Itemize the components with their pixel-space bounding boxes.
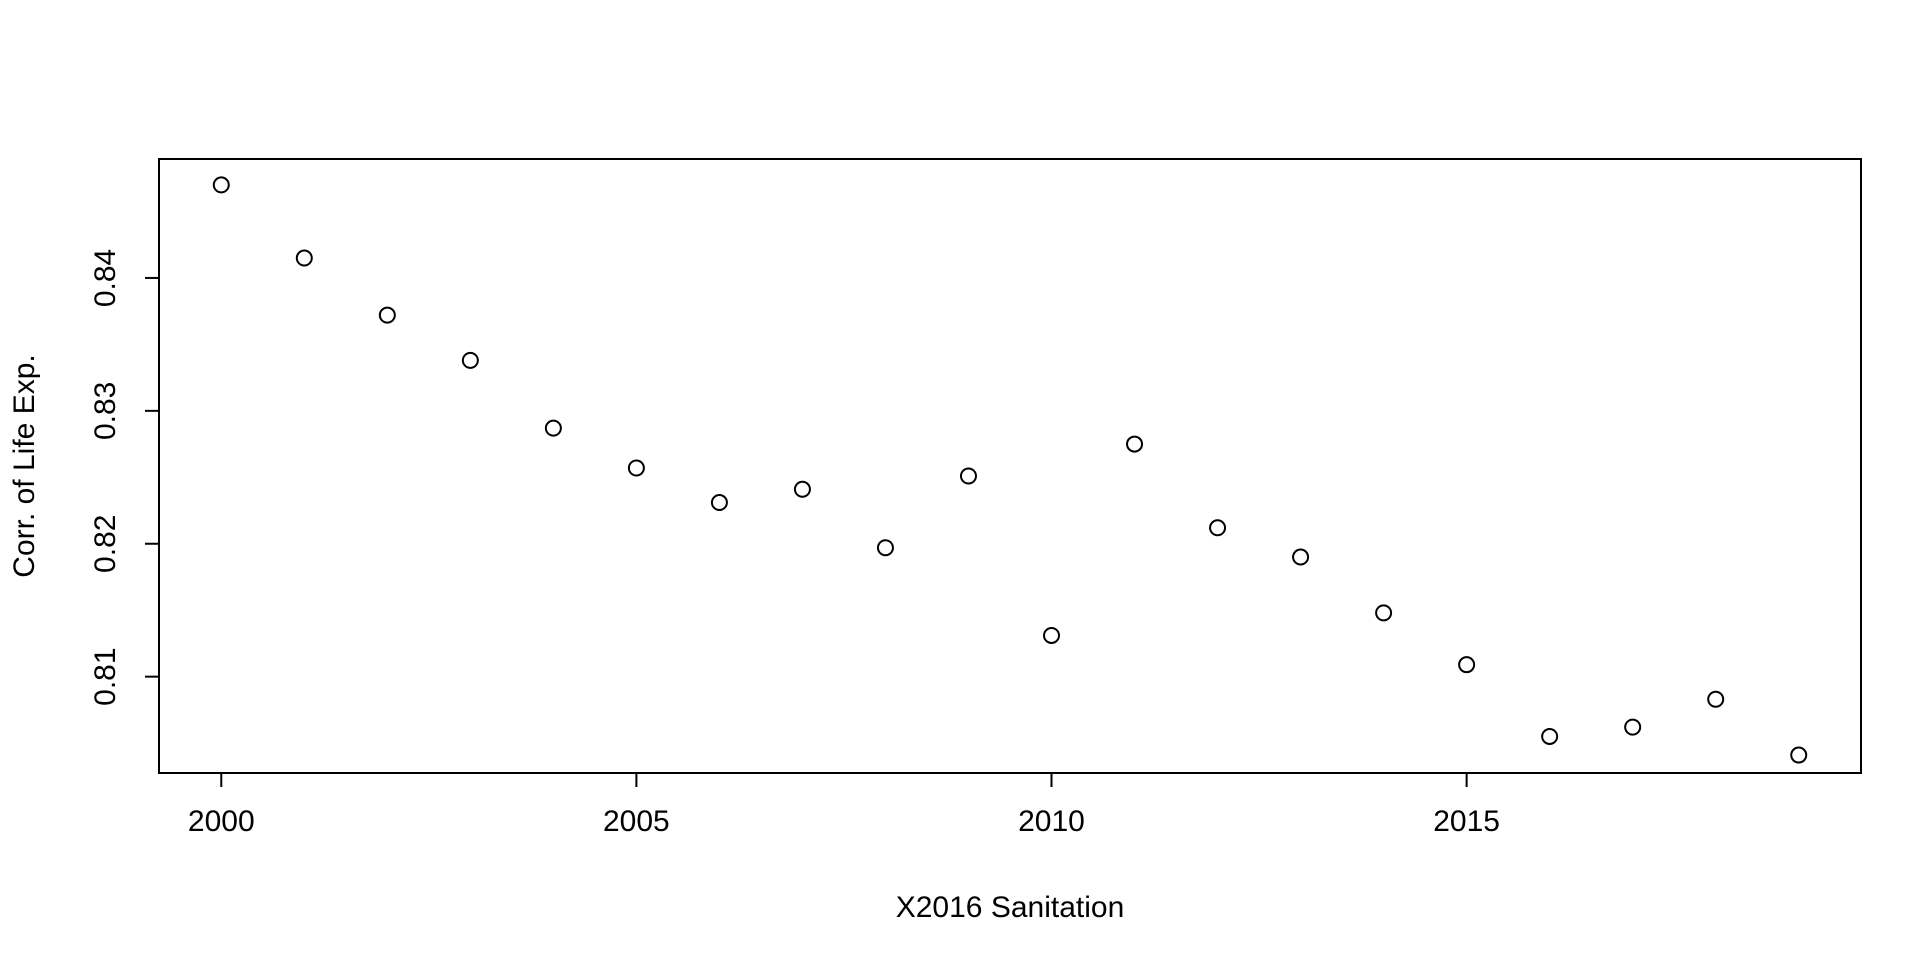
data-point: [378, 306, 396, 324]
data-point: [1624, 718, 1642, 736]
y-tick-label: 0.81: [89, 647, 122, 705]
data-point: [1209, 519, 1227, 537]
data-point: [544, 419, 562, 437]
data-point: [1458, 656, 1476, 674]
x-tick-label: 2015: [1433, 805, 1500, 838]
x-tick-label: 2010: [1018, 805, 1085, 838]
data-point: [627, 459, 645, 477]
data-point: [876, 539, 894, 557]
data-point: [1126, 435, 1144, 453]
data-point: [1707, 690, 1725, 708]
x-axis: 2000 2005 2010 2015: [188, 773, 1500, 838]
data-point: [1292, 548, 1310, 566]
x-tick-label: 2005: [603, 805, 670, 838]
data-point: [461, 351, 479, 369]
data-point: [212, 176, 230, 194]
x-tick-label: 2000: [188, 805, 255, 838]
y-tick-label: 0.82: [89, 515, 122, 573]
x-axis-label: X2016 Sanitation: [896, 891, 1125, 924]
data-point: [1375, 604, 1393, 622]
y-tick-label: 0.84: [89, 249, 122, 307]
data-point: [1790, 746, 1808, 764]
y-tick-label: 0.83: [89, 382, 122, 440]
data-point: [959, 467, 977, 485]
data-point: [1043, 626, 1061, 644]
data-point: [793, 480, 811, 498]
plot-frame: [158, 158, 1862, 774]
y-axis-label: Corr. of Life Exp.: [8, 354, 41, 577]
data-points: [212, 176, 1808, 764]
y-axis: 0.81 0.82 0.83 0.84: [89, 249, 159, 706]
data-point: [1541, 727, 1559, 745]
data-point: [710, 494, 728, 512]
data-point: [295, 249, 313, 267]
